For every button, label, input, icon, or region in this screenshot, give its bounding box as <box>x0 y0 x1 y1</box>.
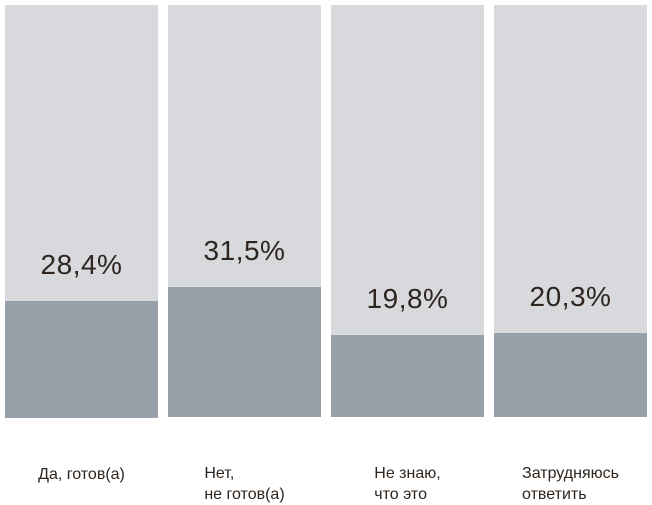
category-label-line: Не знаю, <box>374 465 441 482</box>
bar-fill <box>168 287 321 417</box>
bar-track: 19,8% <box>331 5 484 417</box>
bar-value-label: 19,8% <box>366 283 449 315</box>
category-label-line: Затрудняюсь <box>522 465 619 482</box>
category-label-line: ответить <box>522 486 587 503</box>
bar-fill <box>5 300 158 418</box>
bar-track: 31,5% <box>168 5 321 417</box>
category-label-line: Нет, <box>204 465 235 482</box>
category-label-line: Да, готов(а) <box>38 466 125 483</box>
bar-value-label: 31,5% <box>203 235 286 267</box>
bar-track: 20,3% <box>494 5 647 417</box>
bar-track: 28,4% <box>5 5 158 418</box>
bar-fill <box>494 333 647 417</box>
category-label: Не знаю, что это <box>374 463 440 505</box>
bar-column-zatrudnyayus: 20,3% Затрудняюсь ответить <box>494 5 647 505</box>
category-label: Да, готов(а) <box>38 464 125 485</box>
bar-fill <box>331 335 484 417</box>
category-label: Нет, не готов(а) <box>204 463 284 505</box>
bar-value-label: 20,3% <box>529 281 612 313</box>
bar-column-net-ne-gotov: 31,5% Нет, не готов(а) <box>168 5 321 505</box>
bar-column-da-gotov: 28,4% Да, готов(а) <box>5 5 158 505</box>
category-label-line: не готов(а) <box>204 486 285 503</box>
category-label-line: что это <box>374 486 427 503</box>
bar-column-ne-znayu: 19,8% Не знаю, что это <box>331 5 484 505</box>
category-label: Затрудняюсь ответить <box>522 463 619 505</box>
bar-value-label: 28,4% <box>40 248 123 280</box>
